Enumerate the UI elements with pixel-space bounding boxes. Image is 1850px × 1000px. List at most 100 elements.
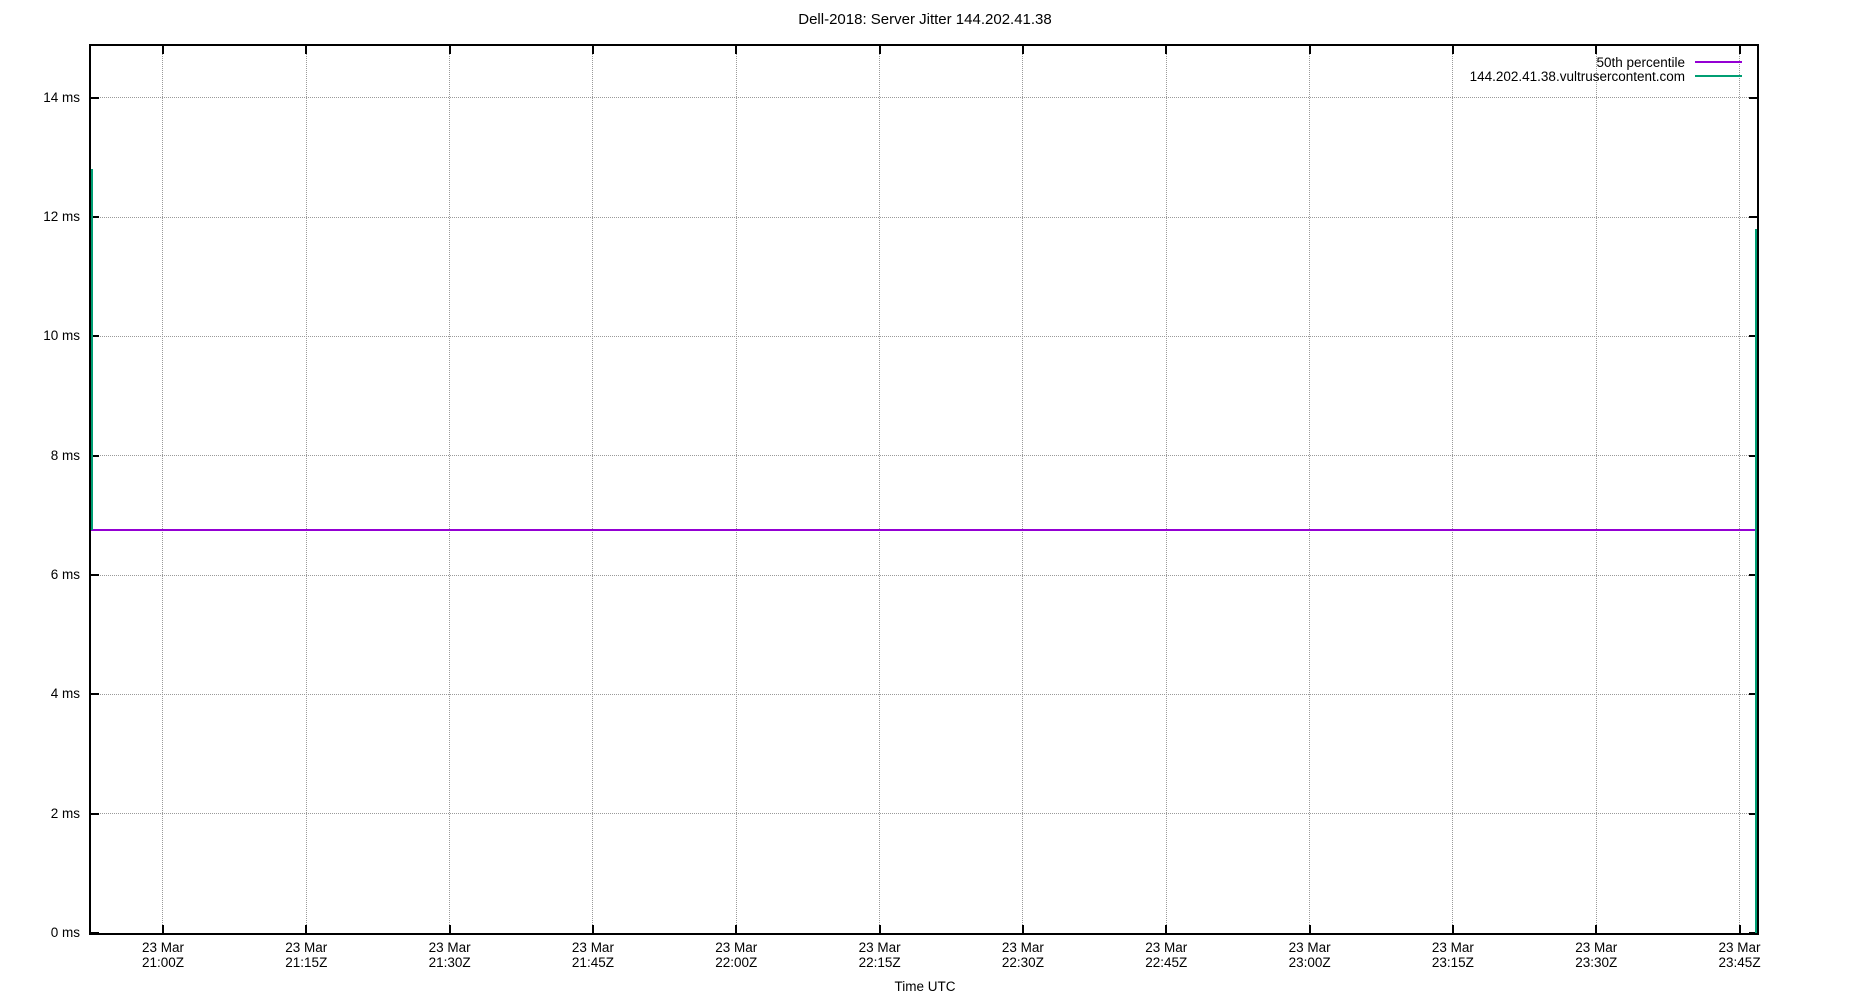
x-tick-top — [305, 46, 308, 54]
x-gridline — [162, 46, 164, 933]
x-tick-label-time: 22:45Z — [1145, 955, 1188, 970]
x-gridline — [449, 46, 451, 933]
x-tick-label: 23 Mar 22:00Z — [676, 940, 796, 970]
x-tick-label-time: 22:00Z — [715, 955, 758, 970]
y-tick-left — [91, 932, 99, 934]
x-gridline — [305, 46, 307, 933]
x-gridline — [592, 46, 594, 933]
y-gridline — [91, 216, 1757, 218]
x-gridline — [1739, 46, 1741, 933]
x-tick-label-date: 23 Mar — [1145, 940, 1188, 955]
x-tick-bottom — [735, 925, 738, 933]
x-tick-label-date: 23 Mar — [1431, 940, 1474, 955]
legend-row: 144.202.41.38.vultrusercontent.com — [1469, 68, 1742, 84]
y-tick-right — [1749, 812, 1757, 815]
y-tick-left — [91, 454, 99, 457]
x-tick-label: 23 Mar 22:45Z — [1106, 940, 1226, 970]
x-tick-top — [591, 46, 594, 54]
plot-area: 50th percentile 144.202.41.38.vultruserco… — [89, 44, 1759, 935]
x-tick-bottom — [1165, 925, 1168, 933]
legend-label: 144.202.41.38.vultrusercontent.com — [1469, 68, 1685, 84]
x-axis-title: Time UTC — [894, 979, 956, 994]
y-tick-right — [1749, 96, 1757, 99]
x-tick-label-date: 23 Mar — [1001, 940, 1044, 955]
legend-row: 50th percentile — [1470, 54, 1742, 70]
legend-sample-line — [1695, 75, 1742, 77]
x-gridline — [1595, 46, 1597, 933]
x-tick-label: 23 Mar 21:00Z — [103, 940, 223, 970]
y-tick-right — [1749, 335, 1757, 338]
x-tick-bottom — [1451, 925, 1454, 933]
x-tick-label-time: 21:30Z — [428, 955, 471, 970]
x-tick-label-date: 23 Mar — [715, 940, 758, 955]
y-tick-right — [1749, 216, 1757, 219]
y-tick-right — [1749, 574, 1757, 577]
x-tick-label-date: 23 Mar — [1718, 940, 1761, 955]
chart-title: Dell-2018: Server Jitter 144.202.41.38 — [798, 11, 1052, 28]
x-tick-label: 23 Mar 23:30Z — [1536, 940, 1656, 970]
x-gridline — [1022, 46, 1024, 933]
x-tick-label-date: 23 Mar — [1575, 940, 1618, 955]
x-tick-label: 23 Mar 21:30Z — [390, 940, 510, 970]
x-tick-label-date: 23 Mar — [858, 940, 901, 955]
y-tick-label: 4 ms — [50, 686, 80, 702]
x-gridline — [1309, 46, 1311, 933]
y-gridline — [91, 813, 1757, 815]
y-tick-label: 12 ms — [43, 209, 80, 225]
x-tick-bottom — [1021, 925, 1024, 933]
y-gridline — [91, 693, 1757, 695]
x-tick-bottom — [1308, 925, 1311, 933]
y-gridline — [91, 455, 1757, 457]
x-tick-label: 23 Mar 21:45Z — [533, 940, 653, 970]
x-tick-label-time: 23:00Z — [1288, 955, 1331, 970]
x-tick-label-time: 23:15Z — [1431, 955, 1474, 970]
legend-sample-line — [1695, 61, 1742, 63]
series-edge-spike — [1755, 229, 1757, 933]
x-tick-label-time: 21:45Z — [571, 955, 614, 970]
x-tick-bottom — [448, 925, 451, 933]
x-gridline — [879, 46, 881, 933]
y-tick-left — [91, 574, 99, 577]
y-tick-label: 6 ms — [50, 567, 80, 583]
x-tick-label-date: 23 Mar — [141, 940, 184, 955]
x-tick-label-time: 23:45Z — [1718, 955, 1761, 970]
x-tick-bottom — [1595, 925, 1598, 933]
y-tick-left — [91, 335, 99, 338]
x-tick-top — [161, 46, 164, 54]
x-tick-label-time: 21:15Z — [285, 955, 328, 970]
x-tick-top — [1451, 46, 1454, 54]
x-tick-bottom — [305, 925, 308, 933]
y-tick-label: 8 ms — [50, 447, 80, 463]
x-tick-label-date: 23 Mar — [285, 940, 328, 955]
x-tick-top — [735, 46, 738, 54]
y-tick-right — [1749, 693, 1757, 696]
y-tick-right — [1749, 932, 1757, 934]
legend: 50th percentile 144.202.41.38.vultruserco… — [1469, 54, 1742, 84]
x-tick-top — [1308, 46, 1311, 54]
x-tick-label-time: 22:15Z — [858, 955, 901, 970]
y-tick-left — [91, 96, 99, 99]
y-tick-label: 2 ms — [50, 805, 80, 821]
y-gridline — [91, 335, 1757, 337]
x-tick-label: 23 Mar 23:45Z — [1680, 940, 1800, 970]
y-tick-left — [91, 693, 99, 696]
series-line-50th-percentile — [91, 528, 1757, 531]
legend-label: 50th percentile — [1596, 54, 1685, 70]
x-tick-label-date: 23 Mar — [428, 940, 471, 955]
x-gridline — [1165, 46, 1167, 933]
x-tick-label: 23 Mar 23:15Z — [1393, 940, 1513, 970]
x-tick-bottom — [591, 925, 594, 933]
x-gridline — [1452, 46, 1454, 933]
x-tick-top — [448, 46, 451, 54]
x-tick-bottom — [161, 925, 164, 933]
x-tick-top — [1165, 46, 1168, 54]
y-tick-label: 10 ms — [43, 328, 80, 344]
x-tick-label: 23 Mar 23:00Z — [1250, 940, 1370, 970]
x-tick-bottom — [878, 925, 881, 933]
x-tick-label-time: 22:30Z — [1001, 955, 1044, 970]
series-edge-spike — [91, 169, 93, 530]
x-tick-top — [1021, 46, 1024, 54]
x-tick-label: 23 Mar 22:15Z — [820, 940, 940, 970]
x-tick-label-time: 21:00Z — [141, 955, 184, 970]
